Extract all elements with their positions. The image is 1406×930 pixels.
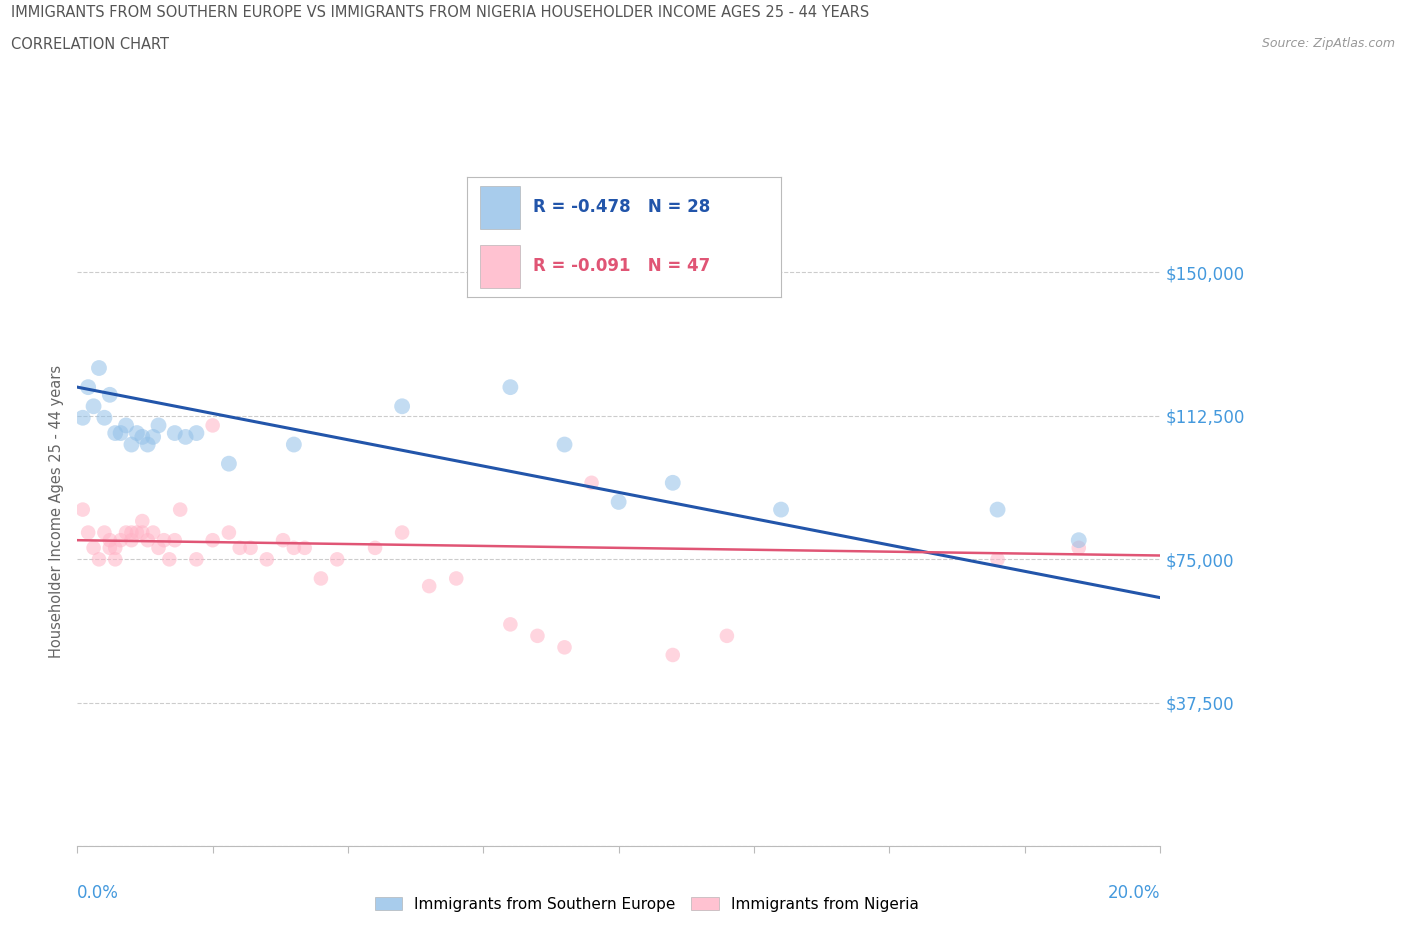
Point <box>72 502 94 517</box>
Point <box>115 525 138 540</box>
Point <box>125 525 148 540</box>
Point <box>169 502 191 517</box>
Point <box>218 457 240 472</box>
Point <box>136 437 159 452</box>
Point <box>201 533 224 548</box>
Point <box>104 426 127 441</box>
Text: R = -0.091   N = 47: R = -0.091 N = 47 <box>533 258 710 275</box>
Y-axis label: Householder Income Ages 25 - 44 years: Householder Income Ages 25 - 44 years <box>49 365 65 658</box>
Point <box>87 551 110 566</box>
Point <box>125 426 148 441</box>
Point <box>142 430 165 445</box>
Point <box>83 540 105 555</box>
Point <box>239 540 262 555</box>
Point <box>115 418 138 432</box>
Point <box>93 410 115 425</box>
Text: Source: ZipAtlas.com: Source: ZipAtlas.com <box>1261 37 1395 50</box>
Point <box>364 540 387 555</box>
Point <box>142 525 165 540</box>
Point <box>104 540 127 555</box>
Point <box>218 525 240 540</box>
Text: IMMIGRANTS FROM SOUTHERN EUROPE VS IMMIGRANTS FROM NIGERIA HOUSEHOLDER INCOME AG: IMMIGRANTS FROM SOUTHERN EUROPE VS IMMIG… <box>11 5 869 20</box>
Point <box>186 551 208 566</box>
Point <box>157 551 180 566</box>
Point <box>526 629 548 644</box>
Point <box>98 388 121 403</box>
Bar <box>479 246 520 287</box>
Point <box>163 533 186 548</box>
Point <box>499 617 522 631</box>
Point <box>662 647 685 662</box>
Point <box>581 475 603 490</box>
Point <box>174 430 197 445</box>
Point <box>148 418 170 432</box>
Point <box>104 551 127 566</box>
Point <box>418 578 440 593</box>
Text: R = -0.478   N = 28: R = -0.478 N = 28 <box>533 198 710 217</box>
Point <box>136 533 159 548</box>
Point <box>716 629 738 644</box>
Point <box>186 426 208 441</box>
Point <box>121 437 143 452</box>
Point <box>83 399 105 414</box>
Legend: Immigrants from Southern Europe, Immigrants from Nigeria: Immigrants from Southern Europe, Immigra… <box>368 890 925 918</box>
Point <box>110 533 132 548</box>
Point <box>153 533 176 548</box>
Point <box>87 361 110 376</box>
Point <box>283 437 305 452</box>
Point <box>554 437 576 452</box>
Point <box>98 540 121 555</box>
Point <box>72 410 94 425</box>
Point <box>271 533 294 548</box>
Point <box>163 426 186 441</box>
Point <box>229 540 252 555</box>
Point <box>131 513 153 528</box>
Point <box>326 551 349 566</box>
Point <box>1067 540 1090 555</box>
Point <box>77 525 100 540</box>
Point <box>294 540 316 555</box>
Point <box>93 525 115 540</box>
Point <box>148 540 170 555</box>
Point <box>446 571 468 586</box>
Point <box>607 495 630 510</box>
Point <box>987 551 1010 566</box>
Point <box>256 551 278 566</box>
Point <box>1067 533 1090 548</box>
Text: 20.0%: 20.0% <box>1108 884 1160 901</box>
Point <box>770 502 793 517</box>
Text: 0.0%: 0.0% <box>77 884 120 901</box>
Point <box>662 475 685 490</box>
Point <box>499 379 522 394</box>
Point <box>98 533 121 548</box>
Bar <box>479 186 520 229</box>
Point <box>554 640 576 655</box>
Point <box>110 426 132 441</box>
Point <box>391 399 413 414</box>
Point <box>121 533 143 548</box>
Point <box>309 571 332 586</box>
Text: CORRELATION CHART: CORRELATION CHART <box>11 37 169 52</box>
Point <box>121 525 143 540</box>
Point <box>201 418 224 432</box>
Point <box>77 379 100 394</box>
Point <box>283 540 305 555</box>
Point <box>131 525 153 540</box>
Point <box>131 430 153 445</box>
Point <box>391 525 413 540</box>
Point <box>987 502 1010 517</box>
